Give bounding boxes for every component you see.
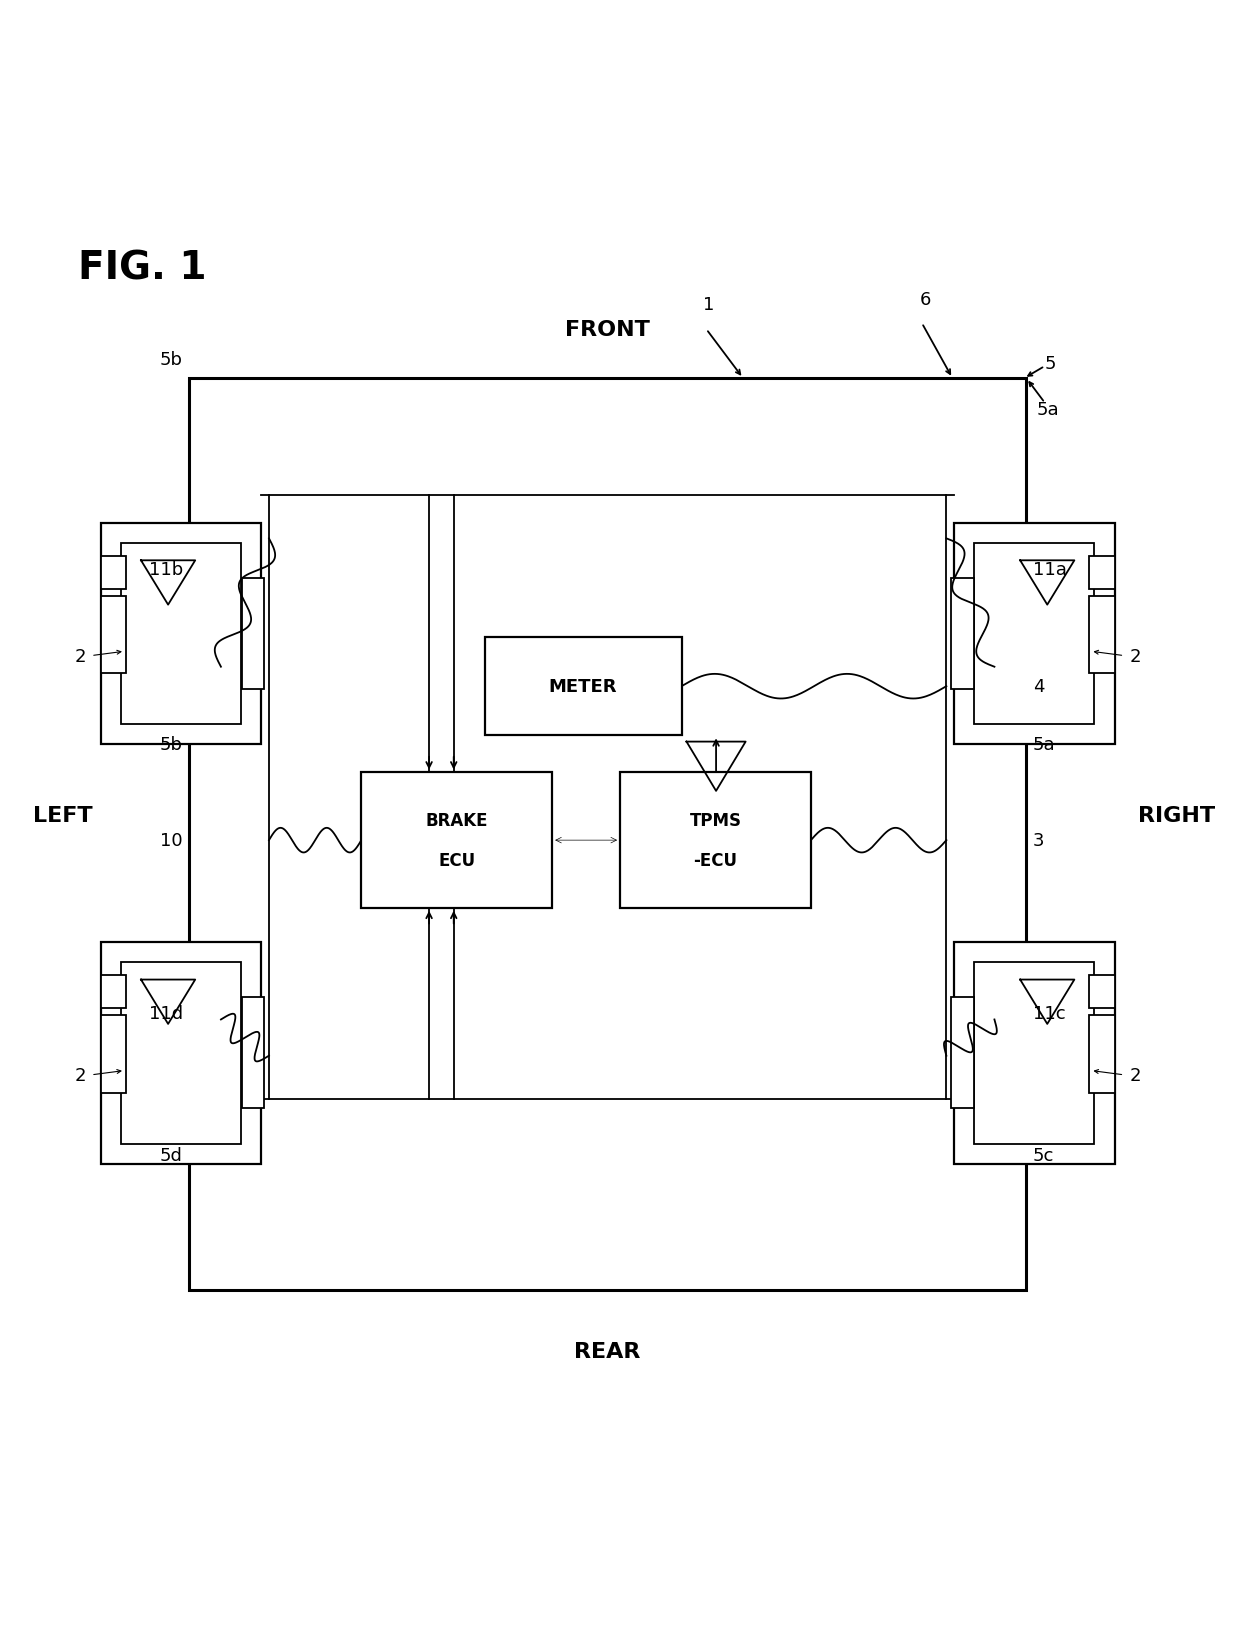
Bar bbox=[975, 963, 1095, 1144]
Bar bbox=[1089, 596, 1115, 674]
Bar bbox=[120, 963, 241, 1144]
Text: REAR: REAR bbox=[574, 1342, 641, 1361]
Bar bbox=[100, 1015, 126, 1093]
Bar bbox=[1089, 557, 1115, 589]
Bar bbox=[1089, 1015, 1115, 1093]
Text: 1: 1 bbox=[703, 295, 714, 313]
Bar bbox=[100, 942, 260, 1164]
Bar bbox=[1089, 976, 1115, 1009]
Text: METER: METER bbox=[549, 677, 618, 695]
Text: 5a: 5a bbox=[1033, 736, 1055, 754]
Text: 3: 3 bbox=[1033, 832, 1044, 850]
Text: RIGHT: RIGHT bbox=[1138, 806, 1215, 826]
Text: 2: 2 bbox=[1130, 648, 1141, 666]
Bar bbox=[188, 379, 1027, 1289]
Bar bbox=[100, 557, 126, 589]
Text: 5d: 5d bbox=[160, 1146, 182, 1164]
Text: LEFT: LEFT bbox=[33, 806, 93, 826]
Text: 5b: 5b bbox=[160, 736, 182, 754]
Text: TPMS: TPMS bbox=[689, 813, 742, 831]
Text: 11a: 11a bbox=[1033, 561, 1066, 579]
Text: -ECU: -ECU bbox=[693, 852, 738, 870]
Bar bbox=[955, 524, 1115, 744]
Text: 5: 5 bbox=[1045, 354, 1056, 372]
Text: 2: 2 bbox=[74, 1066, 86, 1084]
Text: 6: 6 bbox=[920, 290, 931, 308]
Text: 10: 10 bbox=[160, 832, 182, 850]
Bar bbox=[620, 774, 811, 909]
Text: ECU: ECU bbox=[438, 852, 475, 870]
Bar bbox=[951, 579, 973, 689]
Bar bbox=[120, 543, 241, 725]
Text: BRAKE: BRAKE bbox=[425, 813, 489, 831]
Bar bbox=[242, 997, 264, 1108]
Bar bbox=[100, 596, 126, 674]
Text: 4: 4 bbox=[1033, 677, 1044, 695]
Text: 11c: 11c bbox=[1033, 1004, 1065, 1022]
Text: 11b: 11b bbox=[149, 561, 182, 579]
Bar bbox=[485, 638, 682, 736]
Text: 2: 2 bbox=[1130, 1066, 1141, 1084]
Text: 2: 2 bbox=[74, 648, 86, 666]
Text: 5c: 5c bbox=[1033, 1146, 1054, 1164]
Bar bbox=[361, 774, 552, 909]
Text: FRONT: FRONT bbox=[565, 320, 650, 339]
Bar bbox=[955, 942, 1115, 1164]
Bar bbox=[100, 524, 260, 744]
Text: 11d: 11d bbox=[149, 1004, 182, 1022]
Text: FIG. 1: FIG. 1 bbox=[78, 250, 207, 287]
Bar bbox=[242, 579, 264, 689]
Bar bbox=[975, 543, 1095, 725]
Text: 5b: 5b bbox=[160, 351, 182, 369]
Bar bbox=[100, 976, 126, 1009]
Bar bbox=[951, 997, 973, 1108]
Text: 5a: 5a bbox=[1037, 401, 1059, 419]
